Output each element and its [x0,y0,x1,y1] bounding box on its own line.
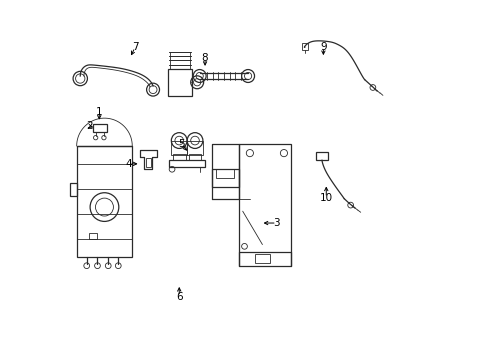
Bar [255,254,269,263]
Bar [316,152,327,160]
Text: 9: 9 [320,42,326,52]
Bar [215,168,233,178]
Text: 6: 6 [176,292,182,302]
Text: 8: 8 [202,53,208,63]
Bar [169,159,204,167]
Text: 10: 10 [319,193,332,203]
Text: 4: 4 [125,159,132,169]
Bar [145,158,150,167]
Text: 3: 3 [273,218,280,228]
Bar [239,144,290,266]
Bar [168,69,191,96]
Bar [188,154,201,160]
Text: 5: 5 [178,139,184,149]
Bar [187,140,203,155]
Bar [301,43,307,50]
Bar [212,168,239,187]
Bar [70,183,77,196]
Bar [172,154,185,160]
Bar [89,233,97,239]
Bar [171,140,187,155]
Bar [93,125,106,132]
Text: 2: 2 [86,121,92,131]
Text: 1: 1 [96,107,102,117]
Bar [77,146,132,257]
Text: 7: 7 [132,42,138,52]
